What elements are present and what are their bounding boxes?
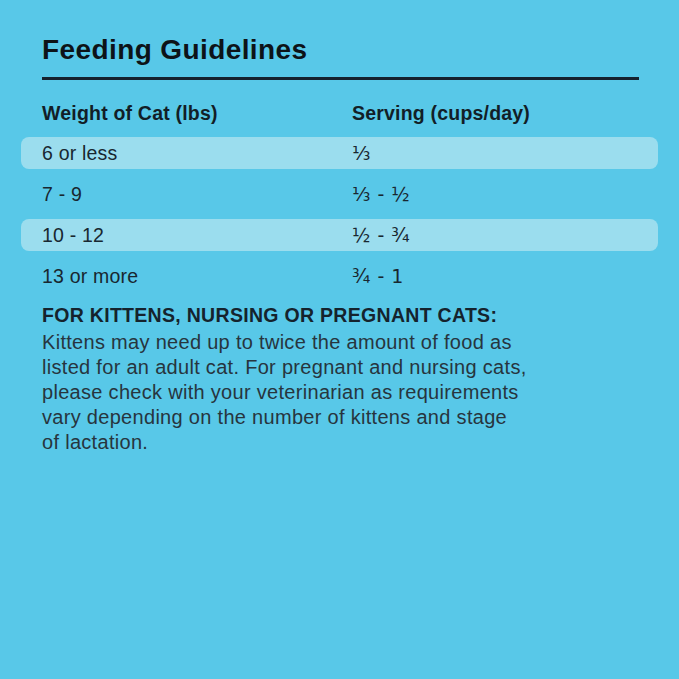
serving-cell: ¾ - 1 bbox=[352, 265, 658, 287]
table-row: 13 or more ¾ - 1 bbox=[21, 260, 658, 292]
table-header-row: Weight of Cat (lbs) Serving (cups/day) bbox=[42, 103, 658, 123]
table-row: 6 or less ⅓ bbox=[21, 137, 658, 169]
note-heading: FOR KITTENS, NURSING OR PREGNANT CATS: bbox=[42, 305, 639, 325]
kitten-note: FOR KITTENS, NURSING OR PREGNANT CATS: K… bbox=[42, 305, 639, 455]
page-title: Feeding Guidelines bbox=[42, 36, 639, 64]
column-header-serving: Serving (cups/day) bbox=[352, 103, 658, 123]
weight-cell: 13 or more bbox=[42, 265, 352, 288]
serving-cell: ⅓ bbox=[352, 142, 658, 164]
title-divider bbox=[42, 77, 639, 80]
note-body: Kittens may need up to twice the amount … bbox=[42, 330, 639, 455]
table-row: 10 - 12 ½ - ¾ bbox=[21, 219, 658, 251]
weight-cell: 6 or less bbox=[42, 142, 352, 165]
table-row: 7 - 9 ⅓ - ½ bbox=[21, 178, 658, 210]
column-header-weight: Weight of Cat (lbs) bbox=[42, 103, 352, 123]
feeding-guidelines-panel: Feeding Guidelines Weight of Cat (lbs) S… bbox=[0, 36, 679, 455]
serving-cell: ⅓ - ½ bbox=[352, 183, 658, 205]
serving-cell: ½ - ¾ bbox=[352, 224, 658, 246]
weight-cell: 10 - 12 bbox=[42, 224, 352, 247]
weight-cell: 7 - 9 bbox=[42, 183, 352, 206]
feeding-table: 6 or less ⅓ 7 - 9 ⅓ - ½ 10 - 12 ½ - ¾ 13… bbox=[0, 137, 679, 292]
